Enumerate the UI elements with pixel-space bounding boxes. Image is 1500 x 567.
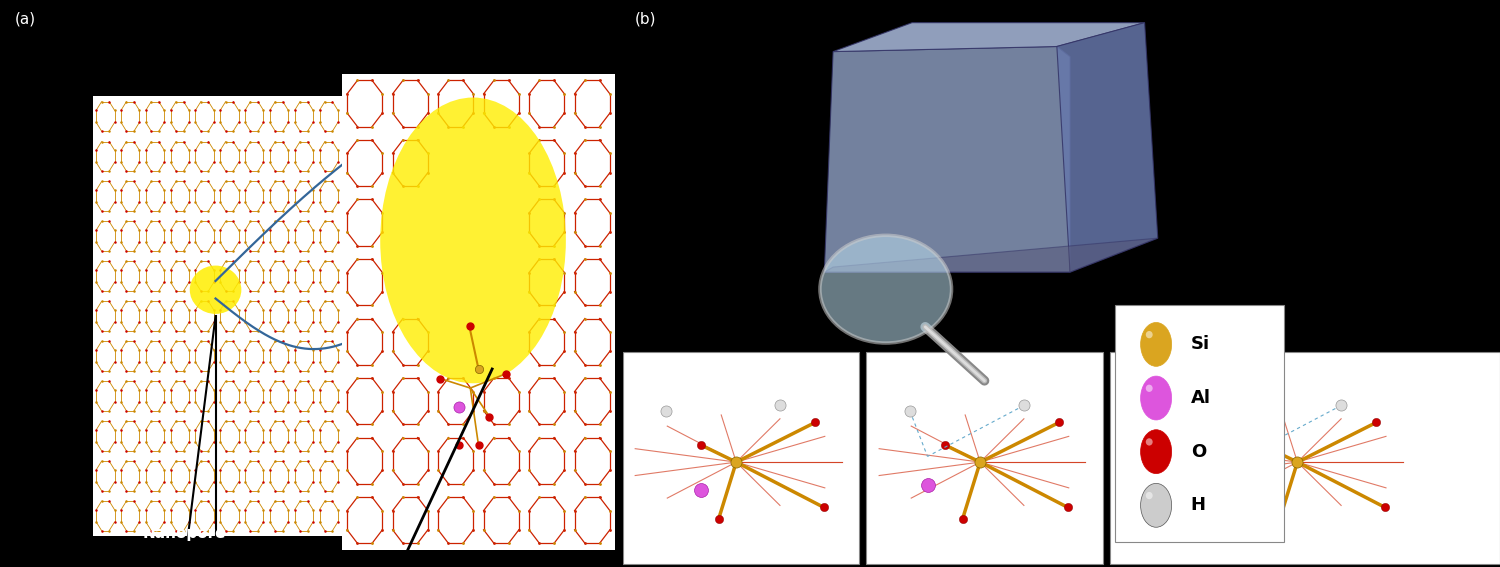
Text: (b): (b): [634, 11, 656, 26]
Ellipse shape: [1146, 384, 1152, 392]
Text: Si: Si: [1191, 336, 1209, 353]
Text: H: H: [1191, 496, 1206, 514]
Ellipse shape: [1146, 438, 1152, 446]
FancyBboxPatch shape: [867, 352, 1104, 564]
Text: Nanopore: Nanopore: [142, 527, 226, 541]
Ellipse shape: [821, 235, 951, 343]
Polygon shape: [833, 23, 1144, 52]
Circle shape: [1140, 323, 1172, 366]
Circle shape: [1140, 483, 1172, 527]
Polygon shape: [825, 46, 1070, 272]
FancyBboxPatch shape: [1114, 306, 1284, 542]
FancyBboxPatch shape: [1110, 352, 1500, 564]
Ellipse shape: [380, 98, 566, 383]
FancyBboxPatch shape: [93, 96, 416, 536]
Ellipse shape: [1146, 492, 1152, 499]
Circle shape: [1140, 376, 1172, 420]
Text: O: O: [1191, 443, 1206, 460]
Ellipse shape: [189, 265, 242, 314]
Ellipse shape: [1146, 331, 1152, 338]
Text: (a): (a): [15, 11, 36, 26]
Text: Al: Al: [1191, 389, 1210, 407]
Circle shape: [1140, 430, 1172, 473]
Polygon shape: [825, 238, 1158, 272]
FancyBboxPatch shape: [622, 352, 860, 564]
Polygon shape: [1058, 23, 1158, 272]
FancyBboxPatch shape: [342, 74, 615, 550]
